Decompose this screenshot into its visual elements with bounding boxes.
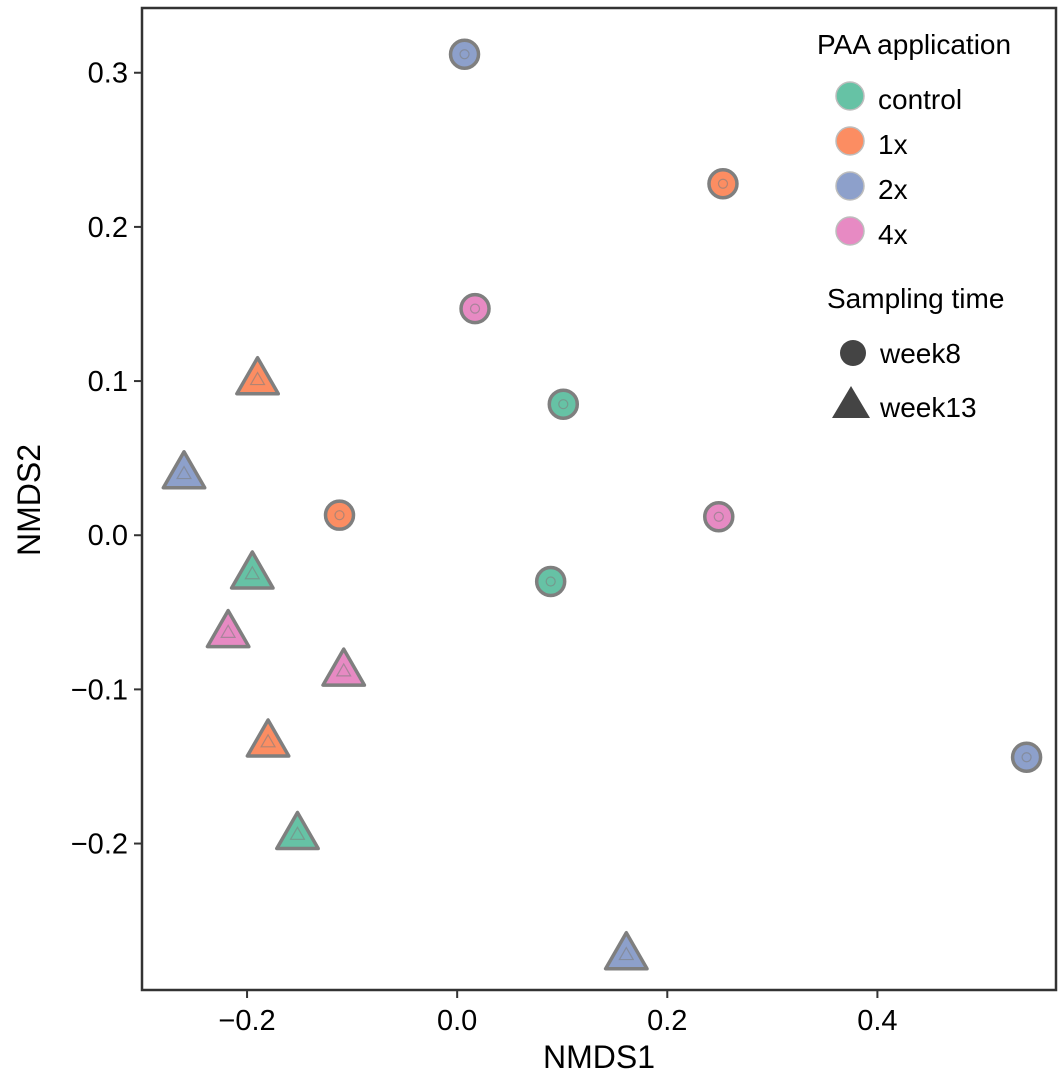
y-tick-label: −0.2	[71, 829, 128, 861]
x-axis-ticks: −0.2 0.0 0.2 0.4	[218, 990, 898, 1037]
plot-frame	[140, 6, 1058, 992]
color-legend-item: 1x	[835, 126, 908, 160]
data-point-week13-control	[275, 810, 320, 851]
legend-label: week8	[879, 338, 961, 369]
data-points	[161, 38, 1043, 971]
legend-swatch-circle	[835, 81, 865, 111]
shape-legend-item: week13	[832, 386, 977, 423]
legend-circle-marker	[840, 340, 866, 366]
data-point-week13-control	[229, 550, 275, 590]
y-axis-title: NMDS2	[11, 444, 47, 556]
legend-triangle-marker	[832, 386, 870, 418]
data-point-week8-2x	[448, 38, 481, 70]
legend-swatch-circle	[835, 216, 865, 246]
legend-label: control	[878, 84, 962, 115]
legend-label: 1x	[878, 129, 908, 160]
shape-legend-entries: week8 week13	[832, 338, 977, 423]
x-tick-label: 0.2	[647, 1005, 687, 1037]
y-axis-ticks: −0.2 −0.1 0.0 0.1 0.2 0.3	[71, 58, 142, 861]
y-tick-label: −0.1	[71, 674, 128, 706]
color-legend-item: 2x	[835, 171, 908, 205]
shape-legend-item: week8	[840, 338, 961, 369]
color-legend-entries: control 1x 2x 4x	[835, 81, 962, 250]
x-tick-label: −0.2	[218, 1005, 275, 1037]
data-point-week8-control	[534, 565, 567, 598]
x-tick-label: 0.0	[437, 1005, 477, 1037]
data-point-week8-4x	[703, 500, 735, 533]
color-legend-title: PAA application	[817, 29, 1011, 60]
color-legend-item: 4x	[835, 216, 908, 250]
data-point-week13-4x	[205, 608, 251, 649]
legend-label: week13	[879, 392, 977, 423]
y-tick-label: 0.0	[88, 520, 128, 552]
data-point-week8-1x	[707, 167, 739, 200]
shape-legend-title: Sampling time	[827, 283, 1004, 314]
legend: PAA application control 1x 2x 4x Sampling t…	[817, 29, 1011, 423]
data-point-week13-2x	[161, 450, 207, 490]
legend-swatch-circle	[835, 171, 865, 201]
data-point-week8-4x	[459, 292, 491, 325]
y-tick-label: 0.3	[88, 58, 128, 90]
legend-label: 4x	[878, 219, 908, 250]
legend-label: 2x	[878, 174, 908, 205]
x-axis-title: NMDS1	[543, 1039, 655, 1075]
data-point-week13-1x	[235, 355, 281, 396]
legend-swatch-circle	[835, 126, 865, 156]
data-point-week13-1x	[245, 718, 291, 758]
y-tick-label: 0.2	[88, 212, 128, 244]
data-point-week8-1x	[323, 499, 356, 531]
data-point-week8-2x	[1010, 741, 1043, 773]
y-tick-label: 0.1	[88, 366, 128, 398]
data-point-week8-control	[547, 388, 580, 420]
x-tick-label: 0.4	[857, 1005, 897, 1037]
color-legend-item: control	[835, 81, 962, 115]
data-point-week13-2x	[603, 931, 649, 971]
data-point-week13-4x	[321, 647, 367, 687]
